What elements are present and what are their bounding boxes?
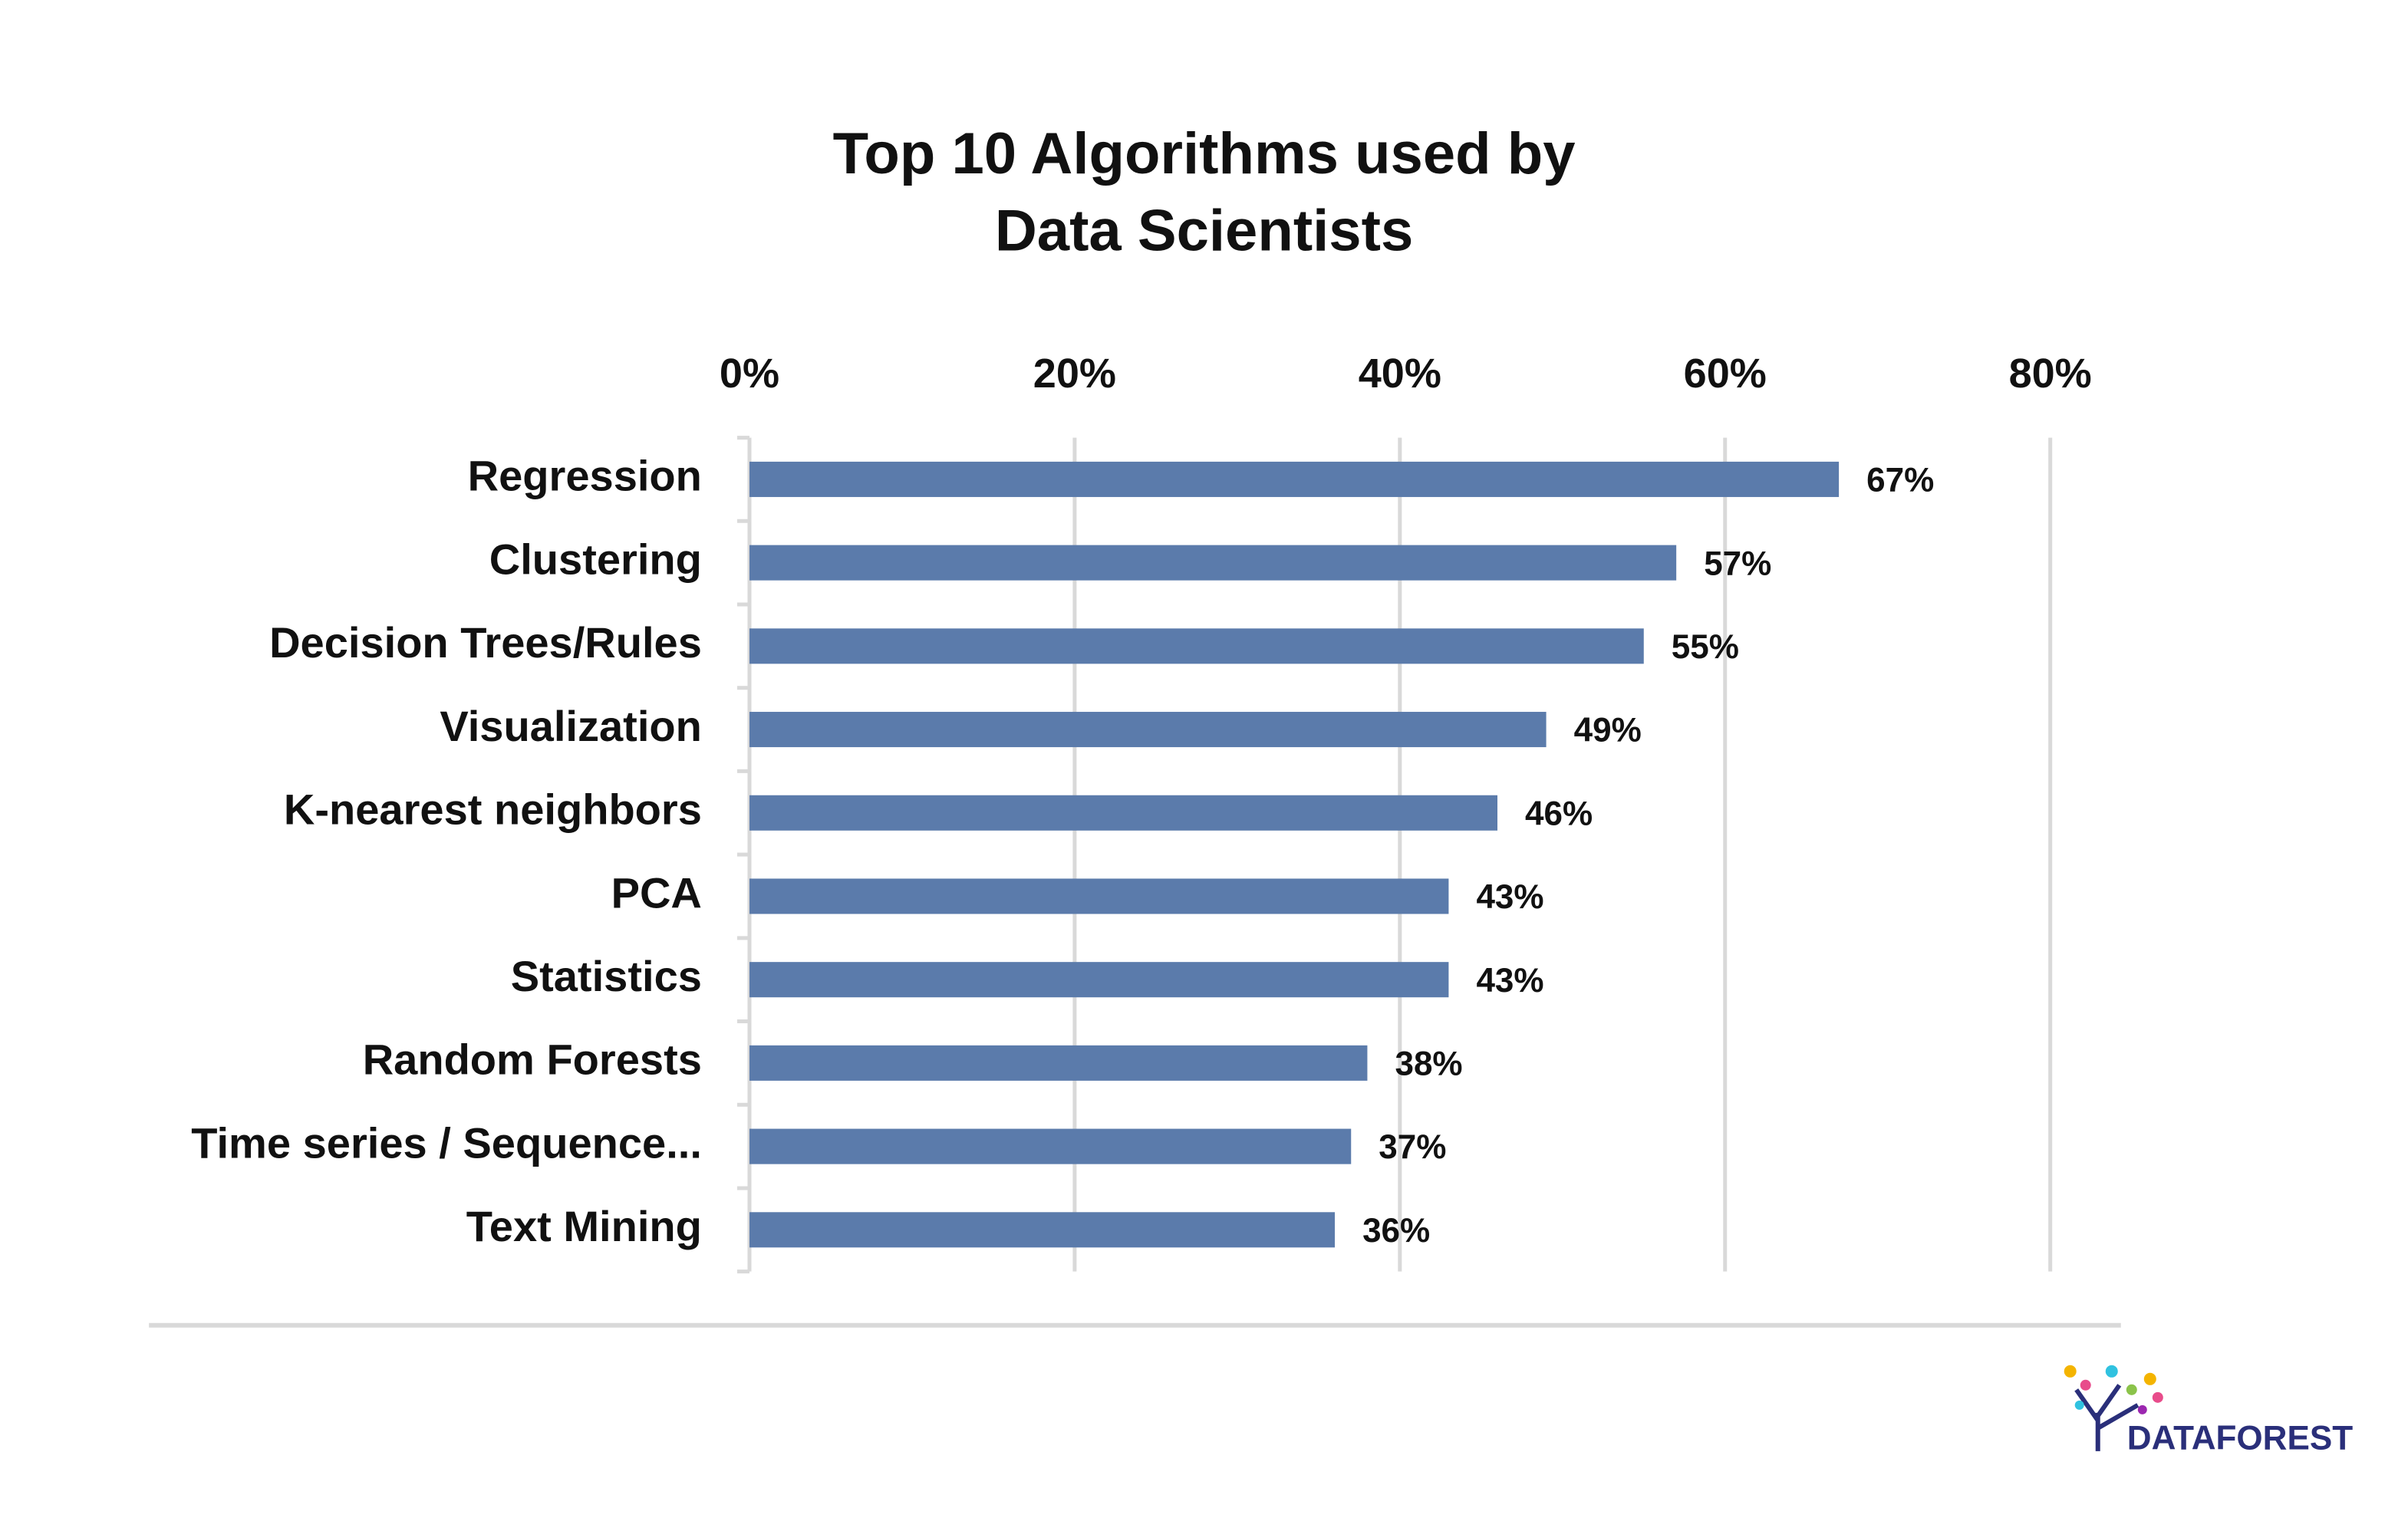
- bar: [749, 878, 1449, 914]
- value-label: 57%: [1704, 545, 1771, 582]
- bar: [749, 962, 1449, 998]
- x-tick-label: 40%: [1359, 351, 1441, 397]
- brand: DATAFOREST: [2127, 1420, 2353, 1457]
- bar: [749, 628, 1644, 664]
- y-tick-label: Random Forests: [363, 1036, 702, 1084]
- bar: [749, 1045, 1368, 1081]
- y-tick-label: K-nearest neighbors: [284, 785, 702, 834]
- y-tick-label: Regression: [468, 452, 702, 500]
- logo-icon: [2064, 1365, 2163, 1451]
- bar: [749, 795, 1498, 831]
- bar: [749, 545, 1677, 581]
- value-label: 55%: [1672, 628, 1739, 666]
- bar: [749, 1212, 1336, 1248]
- value-label: 49%: [1574, 712, 1642, 749]
- value-label: 67%: [1866, 462, 1934, 499]
- value-label: 37%: [1379, 1128, 1446, 1166]
- value-label: 46%: [1525, 795, 1593, 832]
- y-tick-label: Time series / Sequence...: [191, 1118, 702, 1167]
- x-tick-label: 80%: [2009, 351, 2092, 397]
- y-tick-label: Clustering: [489, 535, 702, 583]
- y-tick-label: Statistics: [511, 952, 702, 1000]
- value-label: 36%: [1362, 1212, 1430, 1250]
- chart-area: Top 10 Algorithms used by Data Scientist…: [149, 123, 2353, 1457]
- y-tick-label: Text Mining: [466, 1202, 702, 1250]
- y-tick-label: Visualization: [440, 702, 702, 750]
- chart-title: Top 10 Algorithms used by Data Scientist…: [832, 123, 1576, 265]
- bar: [749, 461, 1840, 497]
- x-tick-label: 20%: [1033, 351, 1116, 397]
- x-tick-label: 60%: [1684, 351, 1767, 397]
- title-box: Top 10 Algorithms used by Data Scientist…: [832, 123, 1576, 265]
- value-label: 38%: [1395, 1045, 1462, 1083]
- value-label: 43%: [1476, 878, 1543, 916]
- y-tick-label: Decision Trees/Rules: [269, 618, 702, 667]
- bar: [749, 1128, 1352, 1164]
- bar: [749, 712, 1547, 748]
- x-tick-label: 0%: [720, 351, 779, 397]
- y-tick-label: PCA: [611, 868, 702, 917]
- value-label: 43%: [1476, 962, 1543, 999]
